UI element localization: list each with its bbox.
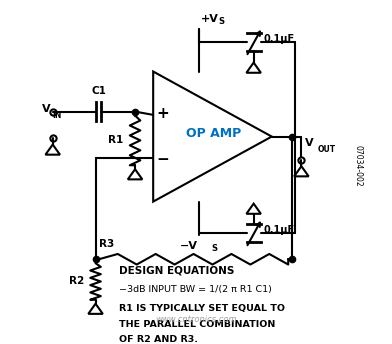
Text: IN: IN — [53, 111, 62, 120]
Text: OP AMP: OP AMP — [187, 127, 242, 140]
Text: 0.1μF: 0.1μF — [264, 225, 295, 235]
Text: V: V — [305, 138, 314, 148]
Text: C1: C1 — [91, 86, 106, 96]
Text: +V: +V — [201, 14, 219, 24]
Text: 0.1μF: 0.1μF — [264, 34, 295, 44]
Text: DESIGN EQUATIONS: DESIGN EQUATIONS — [119, 266, 234, 276]
Text: R1 IS TYPICALLY SET EQUAL TO: R1 IS TYPICALLY SET EQUAL TO — [119, 304, 285, 313]
Text: R1: R1 — [108, 136, 123, 146]
Text: 07034-002: 07034-002 — [354, 144, 363, 186]
Text: V: V — [42, 104, 50, 114]
Text: −: − — [157, 152, 169, 168]
Text: +: + — [157, 106, 169, 121]
Text: THE PARALLEL COMBINATION: THE PARALLEL COMBINATION — [119, 320, 275, 329]
Text: OUT: OUT — [317, 144, 335, 153]
Text: www.cntronics.com: www.cntronics.com — [155, 315, 237, 324]
Text: −V: −V — [180, 241, 198, 251]
Text: −3dB INPUT BW = 1/(2 π R1 C1): −3dB INPUT BW = 1/(2 π R1 C1) — [119, 285, 272, 294]
Text: R2: R2 — [69, 277, 84, 287]
Text: OF R2 AND R3.: OF R2 AND R3. — [119, 335, 198, 344]
Text: S: S — [218, 17, 224, 25]
Text: R3: R3 — [99, 239, 114, 249]
Text: S: S — [212, 244, 218, 253]
